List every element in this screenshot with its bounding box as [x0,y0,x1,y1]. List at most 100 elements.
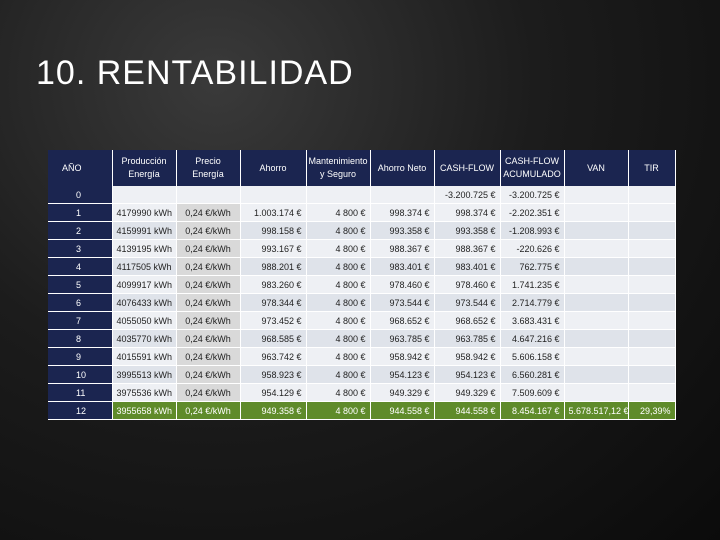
tir-cell [628,311,676,330]
savings-cell [240,186,307,204]
price-cell: 0,24 €/kWh [176,329,241,348]
year-cell: 2 [48,221,113,240]
cumulative-cell: 3.683.431 € [500,311,565,330]
price-cell [176,186,241,204]
cumulative-cell: 6.560.281 € [500,365,565,384]
cumulative-cell: 5.606.158 € [500,347,565,366]
savings-cell: 983.260 € [240,275,307,294]
production-cell: 4139195 kWh [112,239,177,258]
production-cell: 3955658 kWh [112,401,177,420]
tir-cell [628,347,676,366]
header-year: AÑO [48,150,113,186]
maintenance-cell: 4 800 € [306,311,371,330]
savings-cell: 978.344 € [240,293,307,312]
cash-flow-cell: 963.785 € [434,329,501,348]
tir-cell [628,203,676,222]
table-row: 1 4179990 kWh 0,24 €/kWh 1.003.174 €4 800 €… [48,203,676,222]
year-cell: 3 [48,239,113,258]
cash-flow-cell: 958.942 € [434,347,501,366]
slide-title: 10. RENTABILIDAD [36,54,354,92]
maintenance-cell: 4 800 € [306,239,371,258]
net-savings-cell: 998.374 € [370,203,435,222]
table-row: 9 4015591 kWh 0,24 €/kWh 963.742 €4 800 €95… [48,347,676,366]
year-cell: 5 [48,275,113,294]
tir-cell [628,365,676,384]
cumulative-cell: -220.626 € [500,239,565,258]
cash-flow-cell: -3.200.725 € [434,186,501,204]
maintenance-cell [306,186,371,204]
net-savings-cell: 968.652 € [370,311,435,330]
price-cell: 0,24 €/kWh [176,383,241,402]
header-net-savings: Ahorro Neto [370,150,435,186]
cash-flow-cell: 988.367 € [434,239,501,258]
price-cell: 0,24 €/kWh [176,257,241,276]
profitability-table-container: AÑO Producción Energía Precio Energía Ah… [48,150,676,420]
tir-cell [628,221,676,240]
table-row: 7 4055050 kWh 0,24 €/kWh 973.452 €4 800 €96… [48,311,676,330]
production-cell: 4179990 kWh [112,203,177,222]
cash-flow-cell: 949.329 € [434,383,501,402]
tir-cell [628,186,676,204]
van-cell [564,383,629,402]
savings-cell: 949.358 € [240,401,307,420]
year-cell: 10 [48,365,113,384]
van-cell [564,257,629,276]
year-cell: 8 [48,329,113,348]
van-cell [564,347,629,366]
cash-flow-cell: 973.544 € [434,293,501,312]
price-cell: 0,24 €/kWh [176,401,241,420]
header-energy-production: Producción Energía [112,150,177,186]
table-row: 6 4076433 kWh 0,24 €/kWh 978.344 €4 800 €97… [48,293,676,312]
header-tir: TIR [628,150,676,186]
year-cell: 4 [48,257,113,276]
production-cell: 4015591 kWh [112,347,177,366]
maintenance-cell: 4 800 € [306,221,371,240]
net-savings-cell: 954.123 € [370,365,435,384]
header-maintenance-insurance: Mantenimiento y Seguro [306,150,371,186]
price-cell: 0,24 €/kWh [176,347,241,366]
van-cell [564,365,629,384]
cash-flow-cell: 983.401 € [434,257,501,276]
year-cell: 0 [48,186,113,204]
tir-cell [628,257,676,276]
maintenance-cell: 4 800 € [306,329,371,348]
tir-cell [628,329,676,348]
net-savings-cell: 958.942 € [370,347,435,366]
maintenance-cell: 4 800 € [306,401,371,420]
table-row: 5 4099917 kWh 0,24 €/kWh 983.260 €4 800 €97… [48,275,676,294]
price-cell: 0,24 €/kWh [176,239,241,258]
profitability-table: AÑO Producción Energía Precio Energía Ah… [48,150,676,420]
production-cell: 4117505 kWh [112,257,177,276]
savings-cell: 1.003.174 € [240,203,307,222]
savings-cell: 963.742 € [240,347,307,366]
savings-cell: 998.158 € [240,221,307,240]
table-row: 12 3955658 kWh 0,24 €/kWh 949.358 €4 800 €9… [48,401,676,420]
van-cell: 5.678.517,12 € [564,401,629,420]
production-cell [112,186,177,204]
maintenance-cell: 4 800 € [306,275,371,294]
table-header-row: AÑO Producción Energía Precio Energía Ah… [48,150,676,186]
production-cell: 4159991 kWh [112,221,177,240]
net-savings-cell: 973.544 € [370,293,435,312]
van-cell [564,239,629,258]
cumulative-cell: 762.775 € [500,257,565,276]
savings-cell: 973.452 € [240,311,307,330]
savings-cell: 993.167 € [240,239,307,258]
price-cell: 0,24 €/kWh [176,365,241,384]
maintenance-cell: 4 800 € [306,365,371,384]
cumulative-cell: -1.208.993 € [500,221,565,240]
savings-cell: 954.129 € [240,383,307,402]
net-savings-cell: 949.329 € [370,383,435,402]
year-cell: 1 [48,203,113,222]
table-row: 4 4117505 kWh 0,24 €/kWh 988.201 €4 800 €98… [48,257,676,276]
header-van: VAN [564,150,629,186]
savings-cell: 988.201 € [240,257,307,276]
cash-flow-cell: 978.460 € [434,275,501,294]
cumulative-cell: 1.741.235 € [500,275,565,294]
table-row: 11 3975536 kWh 0,24 €/kWh 954.129 €4 800 €9… [48,383,676,402]
year-cell: 12 [48,401,113,420]
table-row: 2 4159991 kWh 0,24 €/kWh 998.158 €4 800 €99… [48,221,676,240]
price-cell: 0,24 €/kWh [176,311,241,330]
cash-flow-cell: 968.652 € [434,311,501,330]
header-cash-flow: CASH-FLOW [434,150,501,186]
